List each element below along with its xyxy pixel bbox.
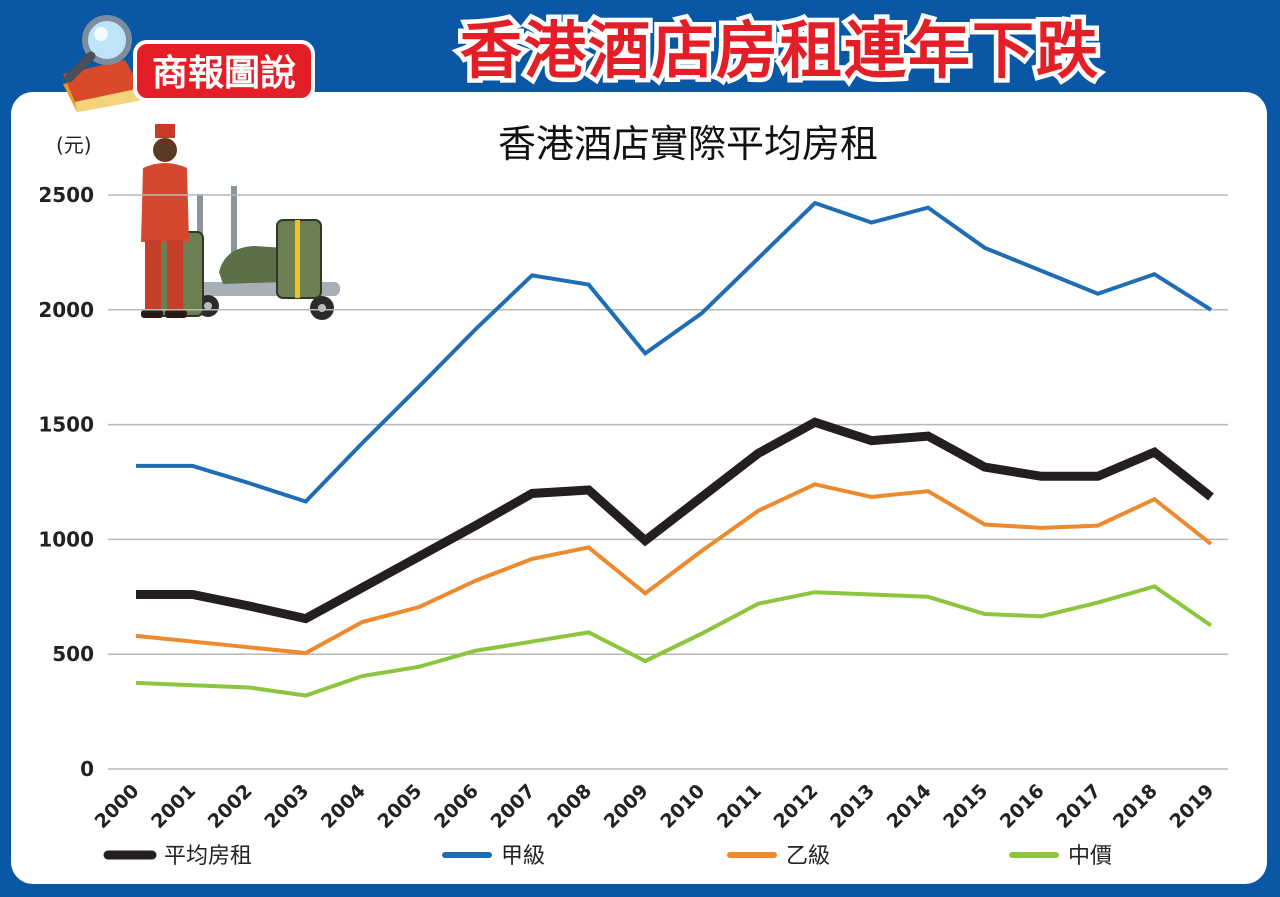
series-line-grade_b bbox=[135, 482, 1213, 656]
y-tick-label: 2000 bbox=[38, 298, 94, 322]
y-tick-label: 500 bbox=[52, 642, 94, 666]
y-axis-ticks: 0 500 1000 1500 2000 2500 bbox=[38, 183, 94, 781]
x-tick-label: 2005 bbox=[373, 780, 426, 833]
x-tick-label: 2012 bbox=[770, 780, 823, 833]
magnifier-icon bbox=[64, 15, 132, 83]
x-tick-label: 2007 bbox=[487, 780, 540, 833]
series-line-grade_a bbox=[136, 200, 1213, 504]
x-tick-label: 2011 bbox=[713, 780, 766, 833]
x-tick-label: 2002 bbox=[204, 780, 257, 833]
series-lines bbox=[135, 200, 1214, 698]
legend-label: 甲級 bbox=[501, 844, 545, 869]
legend: 平均房租 甲級 乙級 中價 bbox=[103, 844, 1112, 869]
chart-panel bbox=[11, 92, 1267, 884]
x-tick-label: 2006 bbox=[430, 780, 483, 833]
legend-item-grade_a: 甲級 bbox=[442, 844, 545, 869]
chart-title: 香港酒店實際平均房租 bbox=[498, 122, 878, 166]
y-tick-label: 2500 bbox=[38, 183, 94, 207]
series-line-mid bbox=[135, 584, 1213, 698]
series-mid bbox=[135, 584, 1213, 698]
legend-label: 平均房租 bbox=[164, 844, 252, 869]
x-tick-label: 2001 bbox=[147, 780, 200, 833]
series-line-avg bbox=[136, 417, 1214, 624]
legend-item-mid: 中價 bbox=[1009, 844, 1112, 869]
x-tick-label: 2019 bbox=[1166, 780, 1219, 833]
news-badge: 商報圖說 bbox=[63, 15, 315, 112]
x-tick-label: 2016 bbox=[996, 780, 1049, 833]
x-tick-label: 2000 bbox=[91, 780, 144, 833]
x-tick-label: 2017 bbox=[1052, 780, 1105, 833]
x-tick-label: 2013 bbox=[826, 780, 879, 833]
x-tick-label: 2014 bbox=[883, 780, 936, 833]
y-tick-label: 1000 bbox=[38, 527, 94, 551]
x-tick-label: 2010 bbox=[656, 780, 709, 833]
headline-banner: 香港酒店房租連年下跌 bbox=[455, 10, 1102, 89]
series-grade_a bbox=[135, 200, 1213, 504]
series-avg bbox=[135, 417, 1214, 624]
legend-label: 乙級 bbox=[786, 844, 830, 869]
gridlines bbox=[108, 194, 1228, 770]
x-tick-label: 2018 bbox=[1109, 780, 1162, 833]
legend-item-grade_b: 乙級 bbox=[727, 844, 830, 869]
bellhop-luggage-cart-icon bbox=[141, 124, 340, 320]
x-tick-label: 2004 bbox=[317, 780, 370, 833]
x-tick-label: 2015 bbox=[939, 780, 992, 833]
x-axis-ticks: 2000 2001 2002 2003 2004 2005 2006 2007 2008 2009… bbox=[91, 780, 1219, 833]
headline: 香港酒店房租連年下跌 bbox=[460, 14, 1100, 87]
y-axis-unit-label: (元) bbox=[56, 133, 92, 157]
legend-label: 中價 bbox=[1068, 844, 1112, 869]
y-tick-label: 1500 bbox=[38, 413, 94, 437]
book-stack-icon bbox=[63, 60, 143, 112]
x-tick-label: 2008 bbox=[543, 780, 596, 833]
y-tick-label: 0 bbox=[80, 757, 94, 781]
x-tick-label: 2003 bbox=[260, 780, 313, 833]
legend-item-avg: 平均房租 bbox=[103, 844, 252, 869]
badge-label: 商報圖說 bbox=[152, 53, 296, 94]
x-tick-label: 2009 bbox=[600, 780, 653, 833]
series-grade_b bbox=[135, 482, 1213, 656]
